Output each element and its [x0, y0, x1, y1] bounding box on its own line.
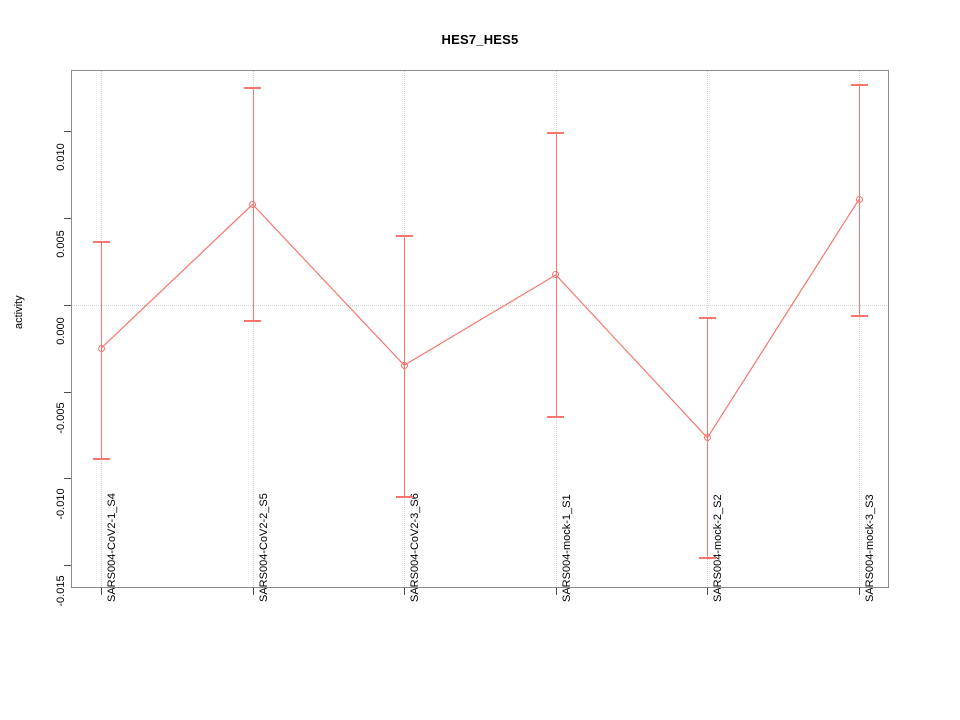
error-bar-cap-upper — [850, 84, 868, 87]
x-tick-mark — [707, 588, 709, 595]
y-tick-mark — [64, 130, 71, 132]
gridline-zero — [71, 304, 889, 306]
error-bar-cap-lower — [244, 319, 262, 322]
error-bar-cap-lower — [92, 457, 110, 460]
x-tick-mark — [101, 588, 102, 595]
y-tick-label: 0.005 — [55, 229, 67, 258]
error-bar-cap-lower — [850, 314, 868, 317]
x-tick-mark — [404, 588, 406, 595]
data-point-marker[interactable] — [855, 195, 863, 203]
x-tick-mark — [252, 588, 254, 595]
gridline-vertical — [252, 70, 254, 588]
error-bar-cap-upper — [547, 131, 565, 134]
y-tick-mark — [64, 391, 71, 393]
y-tick-label: -0.005 — [55, 401, 67, 434]
y-tick-mark — [64, 217, 71, 219]
error-bar-cap-upper — [92, 241, 110, 244]
error-bar-cap-upper — [698, 316, 716, 319]
series-line — [100, 198, 860, 439]
y-tick-label: 0.010 — [55, 143, 67, 171]
error-bar-cap-upper — [244, 87, 262, 90]
data-point-marker[interactable] — [400, 361, 408, 369]
y-tick-label: -0.015 — [55, 575, 67, 607]
y-tick-mark — [64, 304, 71, 306]
error-bar-cap-lower — [698, 556, 716, 559]
gridline-vertical — [859, 70, 860, 588]
data-point-marker[interactable] — [249, 200, 257, 208]
chart-title: HES7_HES5 — [441, 32, 519, 47]
y-tick-mark — [64, 478, 71, 480]
error-bar-cap-upper — [395, 235, 413, 238]
data-point-marker[interactable] — [703, 434, 711, 442]
y-tick-mark — [64, 565, 71, 567]
x-tick-mark — [555, 588, 557, 595]
data-point-marker[interactable] — [552, 271, 560, 279]
error-bar-cap-lower — [395, 496, 413, 499]
y-tick-label: -0.010 — [55, 488, 67, 521]
y-axis-title: activity — [13, 295, 25, 329]
error-bar-cap-lower — [547, 415, 565, 418]
plot-frame — [71, 70, 889, 588]
data-point-marker[interactable] — [97, 344, 105, 352]
x-tick-mark — [859, 588, 860, 595]
y-tick-label: 0.000 — [55, 316, 67, 345]
plot-area — [71, 70, 889, 588]
